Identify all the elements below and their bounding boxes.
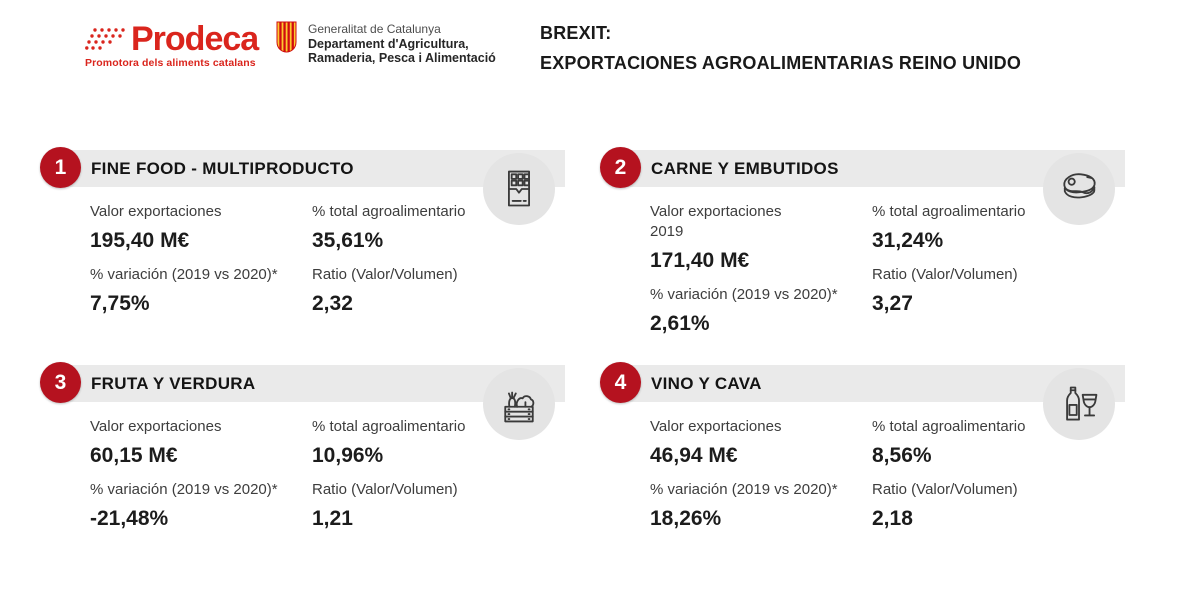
ratio-value: 1,21 [312,507,353,530]
card-metrics: Valor exportaciones 60,15 M€ % variación… [40,403,565,531]
card-fine-food: 1 FINE FOOD - MULTIPRODUCTO Valor export… [40,147,565,343]
header: Prodeca Promotora dels aliments catalans… [0,18,1200,108]
steak-icon [1043,153,1115,225]
valor-exportaciones-label: Valor exportaciones [650,418,782,435]
variacion-label: % variación (2019 vs 2020)* [90,266,278,283]
pct-total-value: 31,24% [872,229,944,252]
generalitat-text: Generalitat de Catalunya Departament d'A… [308,20,496,66]
ratio-value: 2,18 [872,507,913,530]
ratio-label: Ratio (Valor/Volumen) [872,266,1018,283]
card-carne-embutidos: 2 CARNE Y EMBUTIDOS Valor exportaciones [600,147,1125,343]
card-number-badge: 3 [40,362,81,403]
valor-exportaciones-value: 195,40 M€ [90,229,190,252]
pct-total-value: 10,96% [312,444,384,467]
card-title-banner [620,365,1125,402]
generalitat-line2: Departament d'Agricultura, [308,36,469,51]
page-title: BREXIT: EXPORTACIONES AGROALIMENTARIAS R… [540,18,1021,78]
card-title: VINO Y CAVA [651,373,762,393]
card-vino-cava: 4 VINO Y CAVA Valor [600,362,1125,558]
valor-exportaciones-value: 171,40 M€ [650,249,750,272]
card-number: 4 [614,370,627,394]
pct-total-label: % total agroalimentario [872,203,1026,220]
pct-total-label: % total agroalimentario [312,203,466,220]
card-number: 3 [54,370,67,394]
card-title-banner [60,365,565,402]
prodeca-wordmark: Prodeca [131,20,259,58]
card-title: CARNE Y EMBUTIDOS [651,158,839,178]
variacion-label: % variación (2019 vs 2020)* [650,286,838,303]
valor-exportaciones-value: 46,94 M€ [650,444,738,467]
card-title-banner [60,150,565,187]
generalitat-line3: Ramaderia, Pesca i Alimentació [308,51,496,65]
ratio-value: 3,27 [872,292,913,315]
valor-exportaciones-year: 2019 [650,223,684,240]
cards-grid: 1 FINE FOOD - MULTIPRODUCTO Valor export… [40,147,1125,558]
valor-exportaciones-label: Valor exportaciones [90,418,222,435]
pct-total-value: 8,56% [872,444,932,467]
card-header: 1 FINE FOOD - MULTIPRODUCTO [40,147,565,225]
prodeca-dots-icon [85,28,125,50]
pct-total-value: 35,61% [312,229,384,252]
generalitat-line1: Generalitat de Catalunya [308,22,441,36]
card-header: 2 CARNE Y EMBUTIDOS [600,147,1125,225]
vegetable-crate-icon [483,368,555,440]
card-title-banner [620,150,1125,187]
card-header: 3 FRUTA Y VERDURA [40,362,565,440]
variacion-value: 7,75% [90,292,150,315]
variacion-value: -21,48% [90,507,169,530]
prodeca-logo: Prodeca Promotora dels aliments catalans [85,20,259,69]
card-number-badge: 1 [40,147,81,188]
variacion-value: 2,61% [650,312,710,335]
ratio-value: 2,32 [312,292,353,315]
pct-total-label: % total agroalimentario [872,418,1026,435]
card-header: 4 VINO Y CAVA [600,362,1125,440]
card-title: FINE FOOD - MULTIPRODUCTO [91,158,354,178]
card-number-badge: 4 [600,362,641,403]
valor-exportaciones-label: Valor exportaciones [650,203,782,220]
card-metrics: Valor exportaciones 46,94 M€ % variación… [600,403,1125,531]
card-number-badge: 2 [600,147,641,188]
card-fruta-verdura: 3 FRUTA Y VERDURA V [40,362,565,558]
generalitat-logo: Generalitat de Catalunya Departament d'A… [273,20,496,66]
page-title-line2: EXPORTACIONES AGROALIMENTARIAS REINO UNI… [540,53,1022,73]
card-number: 2 [614,155,627,179]
chocolate-bar-icon [483,153,555,225]
valor-exportaciones-label: Valor exportaciones [90,203,222,220]
variacion-label: % variación (2019 vs 2020)* [650,481,838,498]
wine-bottle-glass-icon [1043,368,1115,440]
ratio-label: Ratio (Valor/Volumen) [312,481,458,498]
valor-exportaciones-value: 60,15 M€ [90,444,178,467]
ratio-label: Ratio (Valor/Volumen) [312,266,458,283]
card-number: 1 [54,155,67,179]
page-title-line1: BREXIT: [540,23,612,43]
card-metrics: Valor exportaciones 2019 171,40 M€ % var… [600,188,1125,336]
pct-total-label: % total agroalimentario [312,418,466,435]
ratio-label: Ratio (Valor/Volumen) [872,481,1018,498]
prodeca-tagline: Promotora dels aliments catalans [85,57,256,69]
senyera-icon [276,21,297,53]
variacion-value: 18,26% [650,507,722,530]
card-title: FRUTA Y VERDURA [91,373,256,393]
variacion-label: % variación (2019 vs 2020)* [90,481,278,498]
card-metrics: Valor exportaciones 195,40 M€ % variació… [40,188,565,316]
